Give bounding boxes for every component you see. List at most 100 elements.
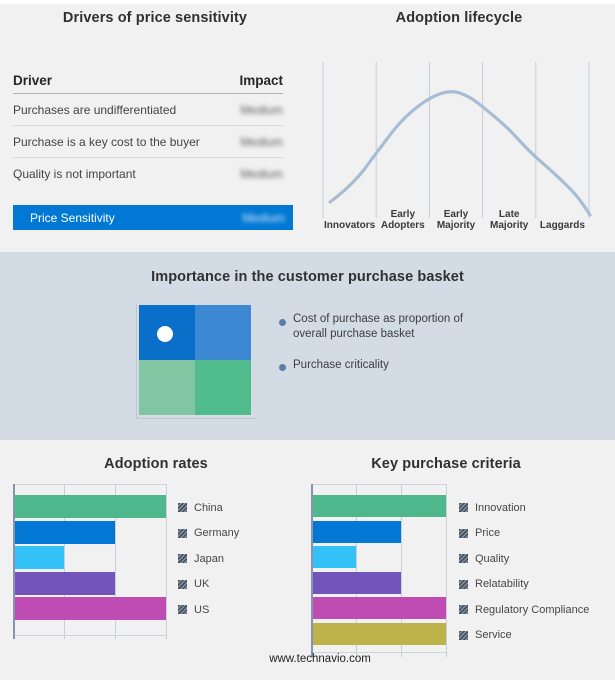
chart-bottom-border: [311, 652, 446, 653]
drivers-table: Driver Impact Purchases are undifferenti…: [13, 68, 283, 190]
stage-label-early-adopters: Early Adopters: [380, 208, 425, 231]
bar-service: [313, 622, 446, 645]
table-row: Purchases are undifferentiated Medium: [13, 94, 283, 126]
hatched-swatch-icon: [459, 554, 468, 564]
impact-column-header: Impact: [239, 73, 283, 88]
basket-panel-title: Importance in the customer purchase bask…: [151, 269, 464, 285]
legend-label: Service: [475, 629, 512, 642]
middle-band-background: [0, 252, 615, 440]
legend-item: Price: [459, 521, 589, 547]
bar-us: [15, 597, 166, 620]
hatched-swatch-icon: [178, 605, 187, 615]
hatched-swatch-icon: [178, 503, 187, 513]
bar-innovation: [313, 495, 446, 517]
quadrant-x-axis: [136, 418, 256, 419]
key-purchase-criteria-bars: [313, 495, 448, 655]
adoption-rates-bars: [15, 495, 168, 635]
quadrant-y-axis: [136, 303, 137, 419]
stage-label-laggards: Laggards: [539, 219, 585, 231]
hatched-swatch-icon: [178, 579, 187, 589]
legend-label: Price: [475, 527, 501, 540]
lifecycle-panel-title: Adoption lifecycle: [395, 10, 523, 26]
hatched-swatch-icon: [459, 528, 468, 538]
quadrant-bottom-left: [139, 360, 195, 415]
hatched-swatch-icon: [459, 579, 468, 589]
legend-item: Service: [459, 623, 589, 649]
drivers-panel-title: Drivers of price sensitivity: [62, 10, 248, 26]
table-row: Purchase is a key cost to the buyer Medi…: [13, 126, 283, 158]
driver-cell: Purchase is a key cost to the buyer: [13, 134, 200, 149]
legend-item: Japan: [178, 546, 239, 572]
drivers-table-header: Driver Impact: [13, 68, 283, 94]
bar-quality: [313, 546, 356, 568]
quadrant-top-left: [139, 305, 195, 360]
bar-germany: [15, 520, 115, 544]
legend-bullet-icon: [279, 319, 286, 326]
adoption-rates-legend: China Germany Japan UK US: [178, 495, 239, 623]
legend-label: Quality: [475, 552, 510, 565]
driver-column-header: Driver: [13, 73, 53, 88]
chart-y-axis: [311, 484, 313, 657]
legend-item: China: [178, 495, 239, 521]
driver-cell: Purchases are undifferentiated: [13, 102, 177, 117]
impact-cell-blurred: Medium: [240, 167, 283, 181]
top-margin-strip: [0, 0, 615, 4]
adoption-rates-title: Adoption rates: [104, 456, 208, 472]
driver-cell: Quality is not important: [13, 167, 136, 181]
highlight-driver-label: Price Sensitivity: [30, 210, 115, 225]
price-sensitivity-highlight-row: Price Sensitivity Medium: [13, 205, 293, 230]
legend-item: Relatability: [459, 572, 589, 598]
stage-label-innovators: Innovators: [324, 219, 376, 231]
gridline: [115, 484, 116, 639]
basket-legend-item: Purchase criticality: [293, 359, 389, 371]
bar-japan: [15, 546, 64, 569]
legend-label: Relatability: [475, 578, 529, 591]
quadrant-bottom-right: [195, 360, 251, 415]
basket-legend-item: Cost of purchase as proportion of overal…: [293, 313, 464, 340]
hatched-swatch-icon: [178, 554, 187, 564]
legend-item: US: [178, 597, 239, 623]
gridline: [64, 484, 65, 639]
legend-item: UK: [178, 572, 239, 598]
legend-label: US: [194, 603, 210, 616]
bar-uk: [15, 571, 115, 595]
quadrant-top-right: [195, 305, 251, 360]
legend-label: Innovation: [475, 501, 526, 514]
hatched-swatch-icon: [459, 503, 468, 513]
gridline: [446, 484, 447, 657]
legend-bullet-icon: [279, 364, 286, 371]
bar-price: [313, 520, 401, 543]
chart-bottom-border: [13, 635, 166, 636]
gridline: [356, 484, 357, 657]
technavio-url: www.technavio.com: [269, 653, 371, 665]
stage-label-late-majority: Late Majority: [490, 208, 529, 231]
bell-curve: [328, 90, 592, 217]
legend-label: UK: [194, 578, 210, 591]
hatched-swatch-icon: [178, 528, 187, 538]
bar-china: [15, 495, 166, 518]
legend-item: Quality: [459, 546, 589, 572]
legend-label: Germany: [194, 527, 240, 540]
table-row: Quality is not important Medium: [13, 158, 283, 190]
key-purchase-criteria-legend: Innovation Price Quality Relatability Re…: [459, 495, 589, 648]
stage-label-early-majority: Early Majority: [436, 208, 476, 231]
hatched-swatch-icon: [459, 630, 468, 640]
lifecycle-stage-labels: Innovators Early Adopters Early Majority La…: [323, 203, 589, 231]
impact-cell-blurred: Medium: [242, 210, 285, 225]
legend-item: Regulatory Compliance: [459, 597, 589, 623]
adoption-lifecycle-curve-chart: [322, 62, 592, 218]
bar-regulatory-compliance: [313, 597, 446, 619]
chart-top-border: [13, 484, 166, 485]
gridline: [401, 484, 402, 657]
legend-label: China: [194, 501, 223, 514]
legend-label: Regulatory Compliance: [475, 603, 590, 616]
impact-cell-blurred: Medium: [240, 102, 283, 117]
purchase-basket-quadrant: [139, 305, 251, 415]
gridline: [166, 484, 167, 639]
legend-item: Innovation: [459, 495, 589, 521]
hatched-swatch-icon: [459, 605, 468, 615]
impact-cell-blurred: Medium: [240, 134, 283, 149]
chart-top-border: [311, 484, 446, 485]
chart-y-axis: [13, 484, 15, 639]
